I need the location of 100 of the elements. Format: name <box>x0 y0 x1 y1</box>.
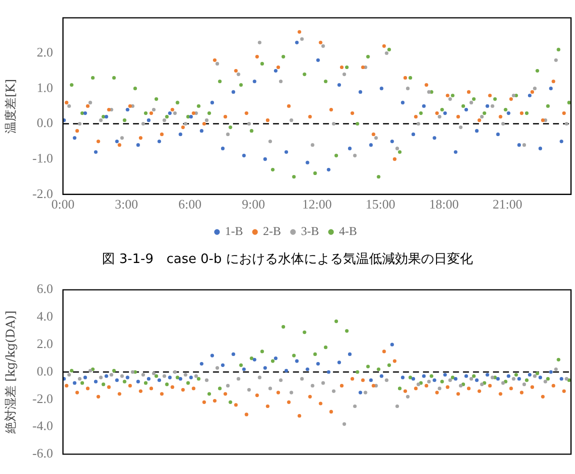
point <box>530 385 534 389</box>
point <box>350 111 354 115</box>
point <box>130 370 134 374</box>
point <box>287 400 291 404</box>
point <box>332 122 336 126</box>
point <box>75 390 79 394</box>
point <box>546 377 550 381</box>
point <box>120 374 124 378</box>
point <box>144 111 148 115</box>
point <box>427 380 431 384</box>
point <box>419 111 423 115</box>
point <box>242 367 246 372</box>
point <box>300 37 304 41</box>
point <box>446 94 450 98</box>
point <box>400 100 405 104</box>
point <box>482 111 486 115</box>
point <box>398 150 402 154</box>
point <box>173 111 177 115</box>
point <box>168 111 172 115</box>
point <box>564 122 568 126</box>
point <box>448 378 452 382</box>
point <box>99 118 103 122</box>
y-tick-label: 2.0 <box>36 336 53 352</box>
point <box>387 363 391 367</box>
point <box>128 104 132 108</box>
point <box>369 143 373 147</box>
point <box>258 40 262 44</box>
point <box>541 118 545 122</box>
point <box>412 377 416 381</box>
y-tick-label: -6.0 <box>32 446 53 461</box>
point <box>326 168 330 172</box>
point <box>181 125 185 130</box>
point <box>448 97 452 101</box>
point <box>430 374 434 378</box>
point <box>274 356 278 360</box>
point <box>490 104 494 108</box>
point <box>178 377 182 381</box>
y-tick-label: -1.0 <box>32 150 53 166</box>
point <box>234 403 238 407</box>
x-tick-label: 6:00 <box>178 196 202 212</box>
y-tick-label: -2.0 <box>32 186 53 201</box>
point <box>506 374 510 378</box>
point <box>165 382 169 386</box>
point <box>236 72 240 76</box>
legend-label: 1-B <box>225 224 243 238</box>
y-tick-label: -2.0 <box>32 390 53 406</box>
point <box>340 384 344 388</box>
point <box>387 48 391 52</box>
point <box>450 376 454 380</box>
point <box>196 104 200 108</box>
point <box>470 377 474 381</box>
point <box>86 386 90 390</box>
point <box>308 394 312 398</box>
point <box>326 370 330 374</box>
point <box>210 100 214 104</box>
point <box>432 378 436 382</box>
point <box>112 76 116 80</box>
point <box>466 90 471 94</box>
point <box>110 372 114 377</box>
point <box>263 366 267 370</box>
point <box>554 367 558 372</box>
point <box>204 118 209 122</box>
point <box>475 129 479 133</box>
x-tick-label: 18:00 <box>429 196 459 212</box>
point <box>536 68 540 73</box>
point <box>438 114 442 118</box>
point <box>424 83 428 87</box>
x-tick-label: 0:00 <box>51 196 75 212</box>
point <box>372 384 376 388</box>
point <box>104 374 108 378</box>
point <box>146 377 151 381</box>
point <box>318 40 322 44</box>
point <box>408 376 412 380</box>
point <box>102 114 106 118</box>
point <box>184 122 188 126</box>
point <box>446 385 450 389</box>
point <box>287 104 291 108</box>
point <box>416 122 420 126</box>
point <box>268 386 272 390</box>
point <box>506 111 510 115</box>
point <box>414 114 418 118</box>
point <box>126 376 130 380</box>
point <box>567 100 571 104</box>
point <box>549 370 553 374</box>
point <box>310 143 314 147</box>
point <box>308 114 312 118</box>
point <box>342 72 346 76</box>
point <box>292 354 296 358</box>
point <box>376 367 380 372</box>
point <box>83 376 88 380</box>
point <box>226 384 230 388</box>
point <box>498 392 502 396</box>
point <box>282 324 286 329</box>
point <box>78 377 82 381</box>
point <box>255 54 259 58</box>
point <box>350 377 354 381</box>
point <box>284 368 288 372</box>
point <box>302 330 306 334</box>
point <box>250 356 254 360</box>
point <box>284 150 288 154</box>
